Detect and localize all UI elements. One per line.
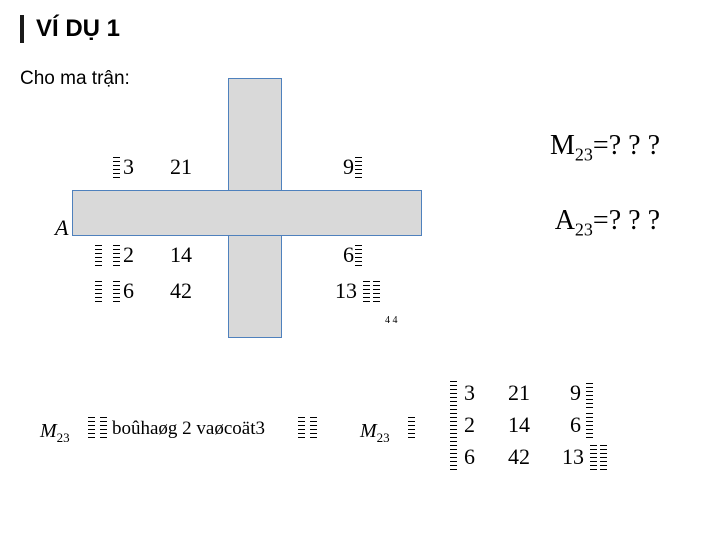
cell: 13 bbox=[335, 278, 357, 304]
hatch-mark bbox=[310, 414, 317, 438]
m23-label-2: M23 bbox=[360, 420, 390, 446]
hatch-mark bbox=[373, 278, 380, 302]
cell: 9 bbox=[343, 154, 354, 180]
cell: 2 bbox=[123, 242, 134, 268]
m23-definition: M23 bbox=[40, 420, 70, 446]
cell: 6 bbox=[464, 444, 475, 470]
cell: 14 bbox=[508, 412, 530, 438]
m-eq: =? ? ? bbox=[593, 130, 660, 161]
m-label: M bbox=[360, 420, 377, 442]
hatch-mark bbox=[355, 242, 362, 266]
a-eq: =? ? ? bbox=[593, 205, 660, 236]
page-title: VÍ DỤ 1 bbox=[20, 15, 120, 43]
matrix-dimension: 4 4 bbox=[385, 315, 398, 326]
hatch-mark bbox=[600, 442, 607, 470]
hatch-mark bbox=[298, 414, 305, 438]
cell: 42 bbox=[508, 444, 530, 470]
hatch-mark bbox=[450, 442, 457, 470]
matrix-a-label: A bbox=[55, 215, 68, 241]
cell: 13 bbox=[562, 444, 584, 470]
cell: 21 bbox=[170, 154, 192, 180]
hatch-mark bbox=[113, 242, 120, 266]
highlight-row bbox=[72, 190, 422, 236]
a-sub: 23 bbox=[575, 220, 593, 240]
cell: 3 bbox=[123, 154, 134, 180]
hatch-mark bbox=[113, 154, 120, 178]
cell: 42 bbox=[170, 278, 192, 304]
cell: 9 bbox=[570, 380, 581, 406]
hatch-mark bbox=[95, 242, 102, 266]
cell: 21 bbox=[508, 380, 530, 406]
m-label: M bbox=[40, 420, 57, 442]
hatch-mark bbox=[355, 154, 362, 178]
question-a23: A23=? ? ? bbox=[555, 205, 660, 241]
m23-desc-text: boûhaøg 2 vaøcoät3 bbox=[112, 418, 265, 440]
title-text: VÍ DỤ 1 bbox=[36, 15, 120, 42]
m-label: M bbox=[550, 130, 575, 161]
hatch-mark bbox=[100, 414, 107, 438]
hatch-mark bbox=[113, 278, 120, 302]
cell: 6 bbox=[123, 278, 134, 304]
m-sub: 23 bbox=[575, 145, 593, 165]
question-m23: M23=? ? ? bbox=[550, 130, 660, 166]
cell: 2 bbox=[464, 412, 475, 438]
hatch-mark bbox=[363, 278, 370, 302]
cell: 14 bbox=[170, 242, 192, 268]
cell: 3 bbox=[464, 380, 475, 406]
hatch-mark bbox=[450, 410, 457, 438]
m-sub: 23 bbox=[377, 430, 390, 445]
m-sub: 23 bbox=[57, 430, 70, 445]
cell: 6 bbox=[343, 242, 354, 268]
cell: 6 bbox=[570, 412, 581, 438]
a-label: A bbox=[555, 205, 575, 236]
hatch-mark bbox=[586, 380, 593, 408]
hatch-mark bbox=[586, 410, 593, 438]
hatch-mark bbox=[590, 442, 597, 470]
hatch-mark bbox=[88, 414, 95, 438]
subtitle: Cho ma trận: bbox=[20, 68, 130, 90]
hatch-mark bbox=[95, 278, 102, 302]
hatch-mark bbox=[408, 414, 415, 438]
